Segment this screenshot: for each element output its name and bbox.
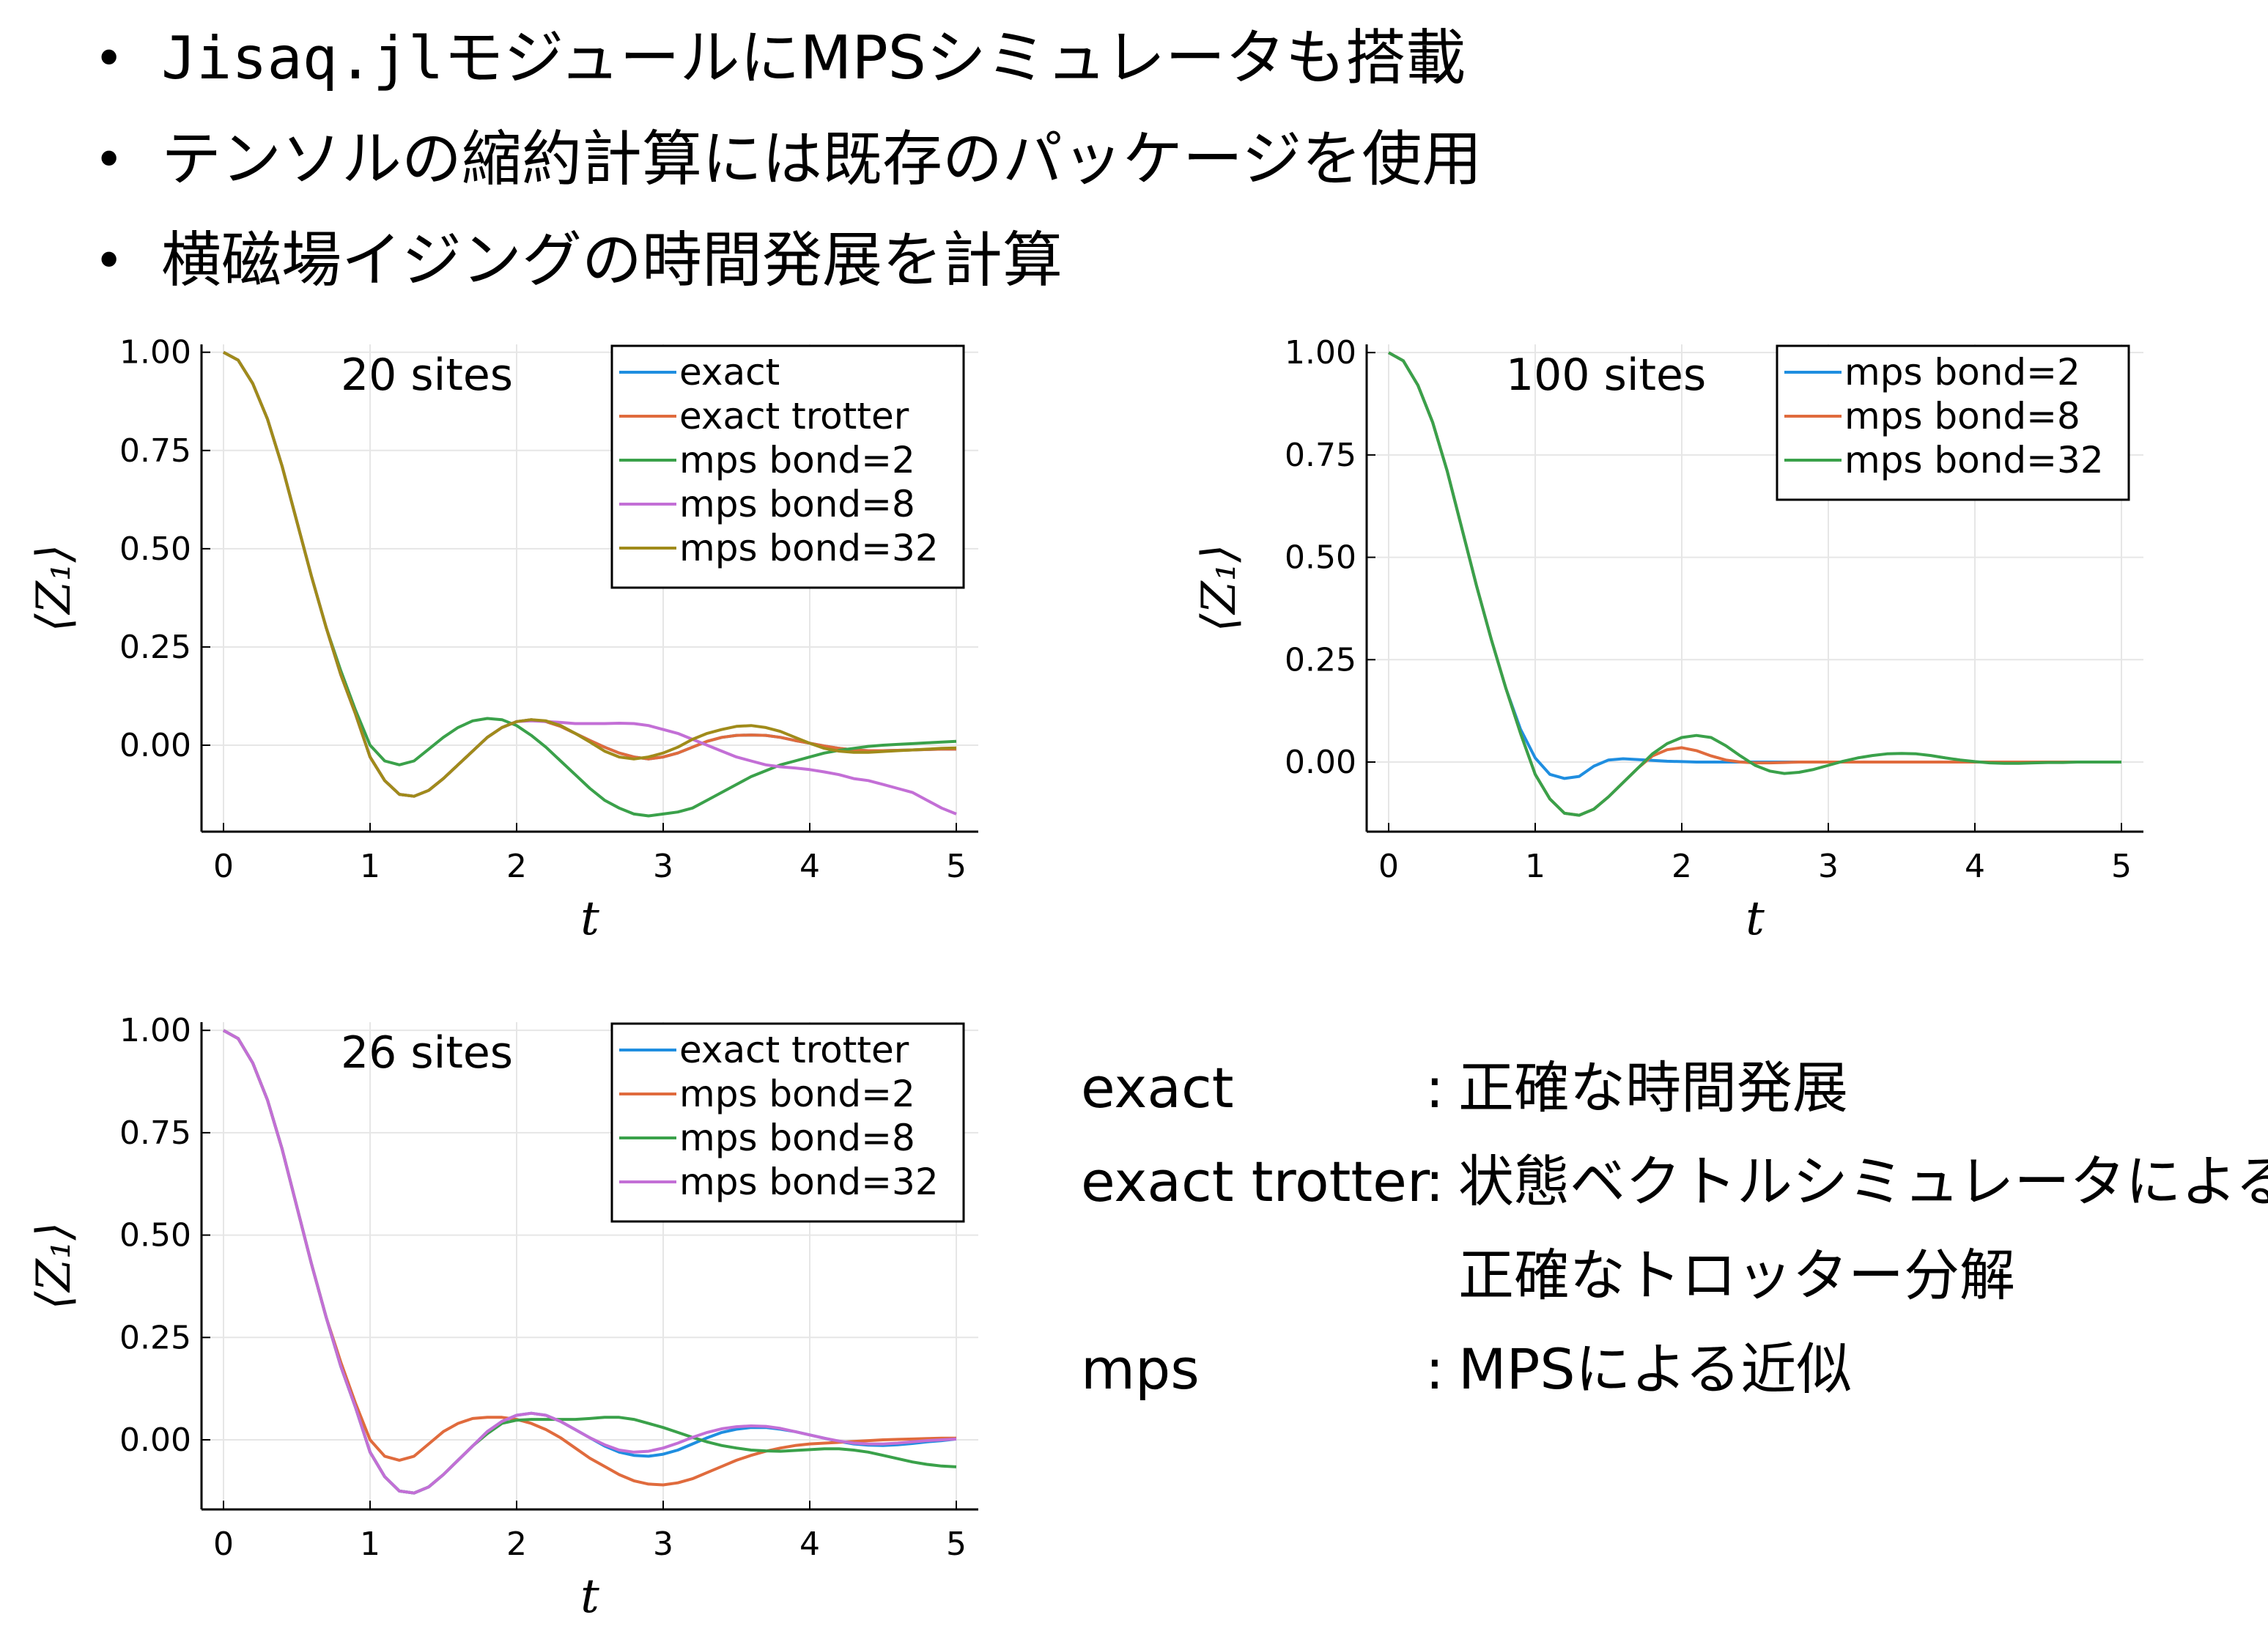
bullet-item-1: • Jisaq.jlモジュールにMPSシミュレータも搭載 — [81, 22, 1466, 95]
x-tick-label: 4 — [799, 1526, 820, 1563]
definition-desc: 正確なトロッター分解 — [1458, 1243, 2015, 1308]
x-tick-label: 0 — [213, 848, 234, 885]
y-tick-label: 0.75 — [1285, 437, 1356, 474]
legend-label: mps bond=2 — [1844, 351, 2080, 393]
x-tick-label: 5 — [946, 848, 967, 885]
definition-separator: : — [1425, 1055, 1444, 1120]
bullet-text-1: モジュールにMPSシミュレータも搭載 — [443, 23, 1466, 93]
x-tick-label: 5 — [2111, 848, 2132, 885]
chart-annotation: 100 sites — [1506, 350, 1706, 401]
chart-26-sites: 0 1 2 3 4 5 0.00 0.25 0.50 0.75 1.00 t ⟨Z₁⟩ 26 sites e… — [0, 993, 997, 1624]
x-tick-label: 4 — [799, 848, 820, 885]
definition-separator: : — [1425, 1337, 1444, 1402]
x-tick-label: 5 — [946, 1526, 967, 1563]
chart-annotation: 20 sites — [341, 350, 513, 401]
definition-term: exact — [1081, 1055, 1234, 1120]
x-tick-label: 1 — [360, 1526, 380, 1563]
chart-annotation: 26 sites — [341, 1027, 513, 1079]
x-tick-label: 0 — [1378, 848, 1399, 885]
legend-label: exact — [679, 351, 780, 393]
y-tick-label: 0.00 — [1285, 744, 1356, 781]
definition-desc: MPSによる近似 — [1458, 1337, 1853, 1402]
x-tick-label: 2 — [506, 1526, 527, 1563]
series-line — [1388, 351, 2121, 817]
chart-20-sites: 0 1 2 3 4 5 0.00 0.25 0.50 0.75 1.00 t ⟨Z₁⟩ 20 sites e… — [0, 315, 997, 946]
legend-label: mps bond=32 — [1844, 439, 2104, 481]
x-tick-label: 3 — [653, 1526, 673, 1563]
chart-svg: 0 1 2 3 4 5 0.00 0.25 0.50 0.75 1.00 t ⟨Z₁⟩ 20 sites e… — [27, 334, 978, 946]
legend-label: mps bond=8 — [679, 483, 915, 525]
y-tick-label: 1.00 — [1285, 334, 1356, 371]
chart-100-sites: 0 1 2 3 4 5 0.00 0.25 0.50 0.75 1.00 t ⟨Z₁⟩ 100 sites… — [1165, 315, 2162, 946]
x-axis-label: t — [580, 1570, 599, 1624]
legend-label: exact trotter — [679, 395, 909, 437]
legend-label: mps bond=32 — [679, 1161, 939, 1203]
y-tick-label: 0.50 — [119, 1217, 191, 1254]
y-tick-label: 0.25 — [1285, 641, 1356, 679]
x-tick-label: 1 — [360, 848, 380, 885]
legend-label: mps bond=8 — [679, 1117, 915, 1159]
y-tick-label: 1.00 — [119, 1012, 191, 1049]
module-name: Jisaq.jl — [161, 24, 444, 92]
y-tick-label: 0.50 — [119, 531, 191, 568]
y-tick-label: 0.50 — [1285, 539, 1356, 577]
legend-label: mps bond=8 — [1844, 395, 2080, 437]
bullet-text-3: 横磁場イジングの時間発展を計算 — [161, 226, 1063, 295]
x-tick-label: 2 — [1672, 848, 1692, 885]
y-tick-label: 0.00 — [119, 727, 191, 764]
series-line — [223, 1029, 957, 1495]
x-axis-label: t — [1746, 892, 1765, 946]
x-tick-label: 4 — [1965, 848, 1985, 885]
definition-term: exact trotter — [1081, 1149, 1430, 1214]
x-tick-label: 0 — [213, 1526, 234, 1563]
x-axis-label: t — [580, 892, 599, 946]
bullet-item-3: • 横磁場イジングの時間発展を計算 — [81, 224, 1063, 297]
y-tick-label: 1.00 — [119, 334, 191, 371]
y-axis-label: ⟨Z₁⟩ — [27, 1221, 81, 1309]
y-axis-label: ⟨Z₁⟩ — [1192, 544, 1246, 632]
chart-svg: 0 1 2 3 4 5 0.00 0.25 0.50 0.75 1.00 t ⟨Z₁⟩ 26 sites e… — [27, 1012, 978, 1624]
legend-label: exact trotter — [679, 1029, 909, 1071]
legend-label: mps bond=32 — [679, 527, 939, 569]
legend-box — [610, 1022, 965, 1223]
bullet-dot: • — [94, 29, 125, 89]
series-line — [223, 350, 957, 798]
definition-separator: : — [1425, 1149, 1444, 1214]
chart-svg: 0 1 2 3 4 5 0.00 0.25 0.50 0.75 1.00 t ⟨Z₁⟩ 100 sites… — [1192, 334, 2143, 946]
y-tick-label: 0.25 — [119, 1319, 191, 1356]
y-tick-label: 0.00 — [119, 1422, 191, 1459]
definition-desc: 状態ベクトルシミュレータによる — [1458, 1149, 2268, 1214]
legend-label: mps bond=2 — [679, 439, 915, 481]
y-axis-label: ⟨Z₁⟩ — [27, 544, 81, 632]
y-tick-label: 0.75 — [119, 432, 191, 470]
bullet-item-2: • テンソルの縮約計算には既存のパッケージを使用 — [81, 123, 1482, 196]
bullet-dot: • — [94, 231, 125, 291]
y-tick-label: 0.25 — [119, 629, 191, 666]
legend-label: mps bond=2 — [679, 1073, 915, 1115]
x-tick-label: 3 — [1818, 848, 1839, 885]
x-tick-label: 1 — [1525, 848, 1545, 885]
x-tick-label: 2 — [506, 848, 527, 885]
definition-term: mps — [1081, 1337, 1200, 1402]
x-tick-label: 3 — [653, 848, 673, 885]
definition-desc: 正確な時間発展 — [1458, 1055, 1848, 1120]
bullet-dot: • — [94, 130, 125, 190]
bullet-text-2: テンソルの縮約計算には既存のパッケージを使用 — [161, 125, 1482, 194]
y-tick-label: 0.75 — [119, 1114, 191, 1152]
